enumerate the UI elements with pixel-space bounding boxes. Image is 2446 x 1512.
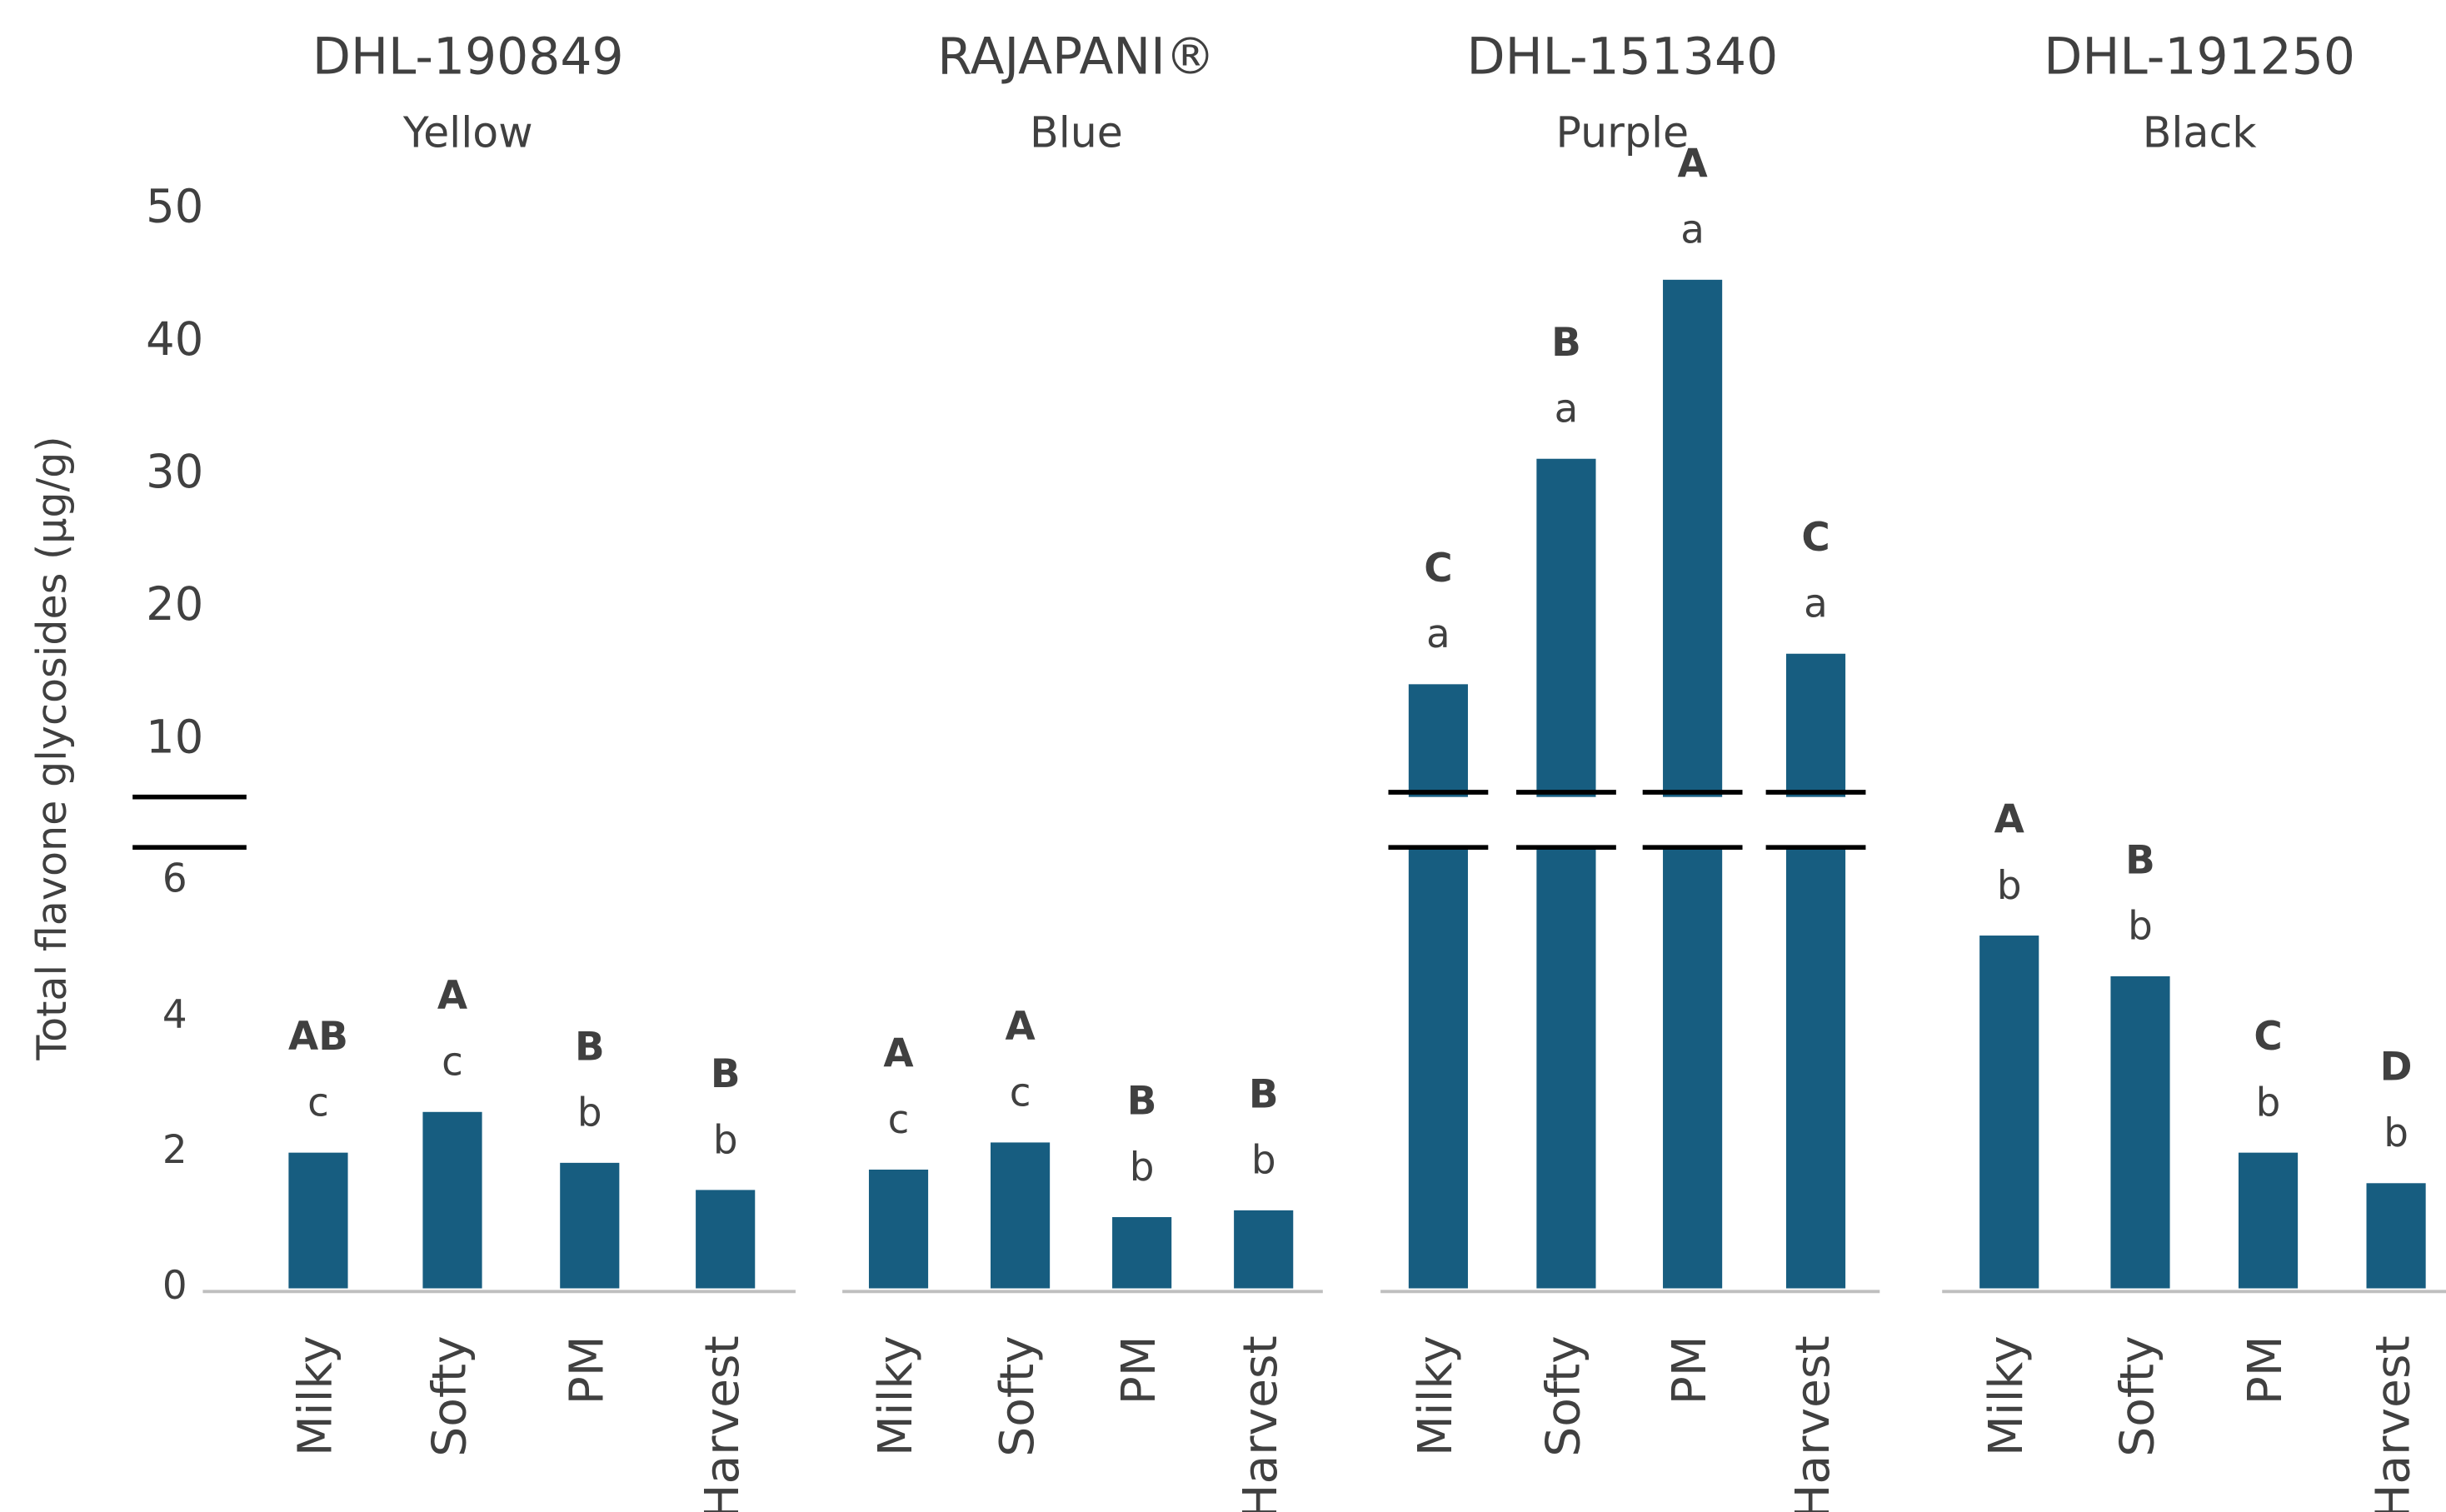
significance-lower: a xyxy=(1426,611,1450,657)
significance-lower: c xyxy=(307,1080,329,1125)
significance-lower: b xyxy=(2384,1110,2409,1156)
x-tick-label: Softy xyxy=(423,1335,477,1456)
y-tick-label: 20 xyxy=(146,577,203,631)
y-tick-label: 6 xyxy=(162,856,187,901)
significance-upper: B xyxy=(575,1024,605,1070)
x-tick-label: Milky xyxy=(869,1335,923,1456)
significance-upper: B xyxy=(1127,1078,1157,1124)
bar xyxy=(422,1111,482,1289)
significance-upper: C xyxy=(1801,515,1830,561)
significance-lower: b xyxy=(2256,1080,2281,1125)
bar xyxy=(560,1162,620,1289)
bar xyxy=(868,1170,929,1289)
bar xyxy=(288,1152,348,1289)
y-tick-label: 30 xyxy=(146,445,203,498)
significance-lower: b xyxy=(577,1090,602,1135)
bar xyxy=(696,1190,756,1289)
bar xyxy=(1234,1210,1294,1289)
significance-upper: B xyxy=(711,1051,741,1097)
panel-title: RAJAPANI® xyxy=(937,27,1215,86)
significance-upper: D xyxy=(2380,1045,2413,1090)
bar xyxy=(2238,1152,2299,1289)
bar xyxy=(1785,653,1846,797)
x-tick-label: Milky xyxy=(1980,1335,2034,1456)
y-axis-label: Total flavone glycosides (µg/g) xyxy=(28,437,76,1061)
significance-lower: b xyxy=(713,1117,738,1163)
significance-lower: c xyxy=(888,1097,910,1143)
y-tick-label: 40 xyxy=(146,312,203,366)
x-tick-label: PM xyxy=(2239,1335,2293,1405)
bar xyxy=(2366,1183,2426,1289)
significance-lower: b xyxy=(1997,863,2022,909)
significance-upper: A xyxy=(1994,796,2025,842)
significance-upper: C xyxy=(1424,546,1452,591)
x-tick-label: PM xyxy=(1663,1335,1717,1405)
x-tick-label: Harvest xyxy=(1234,1335,1288,1512)
panel-subtitle: Yellow xyxy=(402,107,533,157)
x-tick-label: Harvest xyxy=(1786,1335,1840,1512)
x-tick-label: PM xyxy=(561,1335,615,1405)
y-tick-label: 0 xyxy=(162,1263,187,1309)
x-tick-label: Softy xyxy=(1537,1335,1591,1456)
panel-title: DHL-190849 xyxy=(312,27,624,86)
panel-subtitle: Black xyxy=(2143,107,2257,157)
x-tick-label: Softy xyxy=(991,1335,1045,1456)
significance-upper: AB xyxy=(288,1014,348,1060)
bar xyxy=(991,1142,1051,1289)
bar xyxy=(1112,1217,1172,1289)
panel-subtitle: Purple xyxy=(1556,107,1690,157)
y-tick-label: 2 xyxy=(162,1127,187,1173)
bar xyxy=(1663,279,1723,797)
bar xyxy=(2110,976,2170,1289)
significance-upper: A xyxy=(883,1030,914,1076)
x-tick-label: Harvest xyxy=(696,1335,750,1512)
bar xyxy=(1408,847,1468,1289)
x-tick-label: PM xyxy=(1112,1335,1166,1405)
x-tick-label: Milky xyxy=(289,1335,343,1456)
bar xyxy=(1663,847,1723,1289)
bar xyxy=(1785,847,1846,1289)
significance-upper: B xyxy=(1249,1071,1279,1117)
significance-lower: b xyxy=(1251,1138,1276,1184)
y-tick-label: 10 xyxy=(146,710,203,763)
panel-title: DHL-191250 xyxy=(2044,27,2355,86)
significance-lower: b xyxy=(1130,1145,1155,1190)
x-tick-label: Softy xyxy=(2111,1335,2165,1456)
significance-upper: B xyxy=(1551,320,1581,366)
significance-upper: A xyxy=(1005,1004,1036,1050)
bar xyxy=(1979,936,2039,1289)
bar xyxy=(1536,458,1596,797)
significance-upper: B xyxy=(2125,837,2155,883)
x-tick-label: Harvest xyxy=(2367,1335,2421,1512)
y-tick-label: 4 xyxy=(162,991,187,1037)
significance-upper: A xyxy=(437,973,468,1019)
significance-lower: b xyxy=(2128,904,2153,950)
significance-upper: C xyxy=(2254,1014,2282,1060)
significance-lower: a xyxy=(1680,207,1705,252)
x-tick-label: Milky xyxy=(1409,1335,1463,1456)
bar xyxy=(1536,847,1596,1289)
y-tick-label: 50 xyxy=(146,179,203,232)
significance-lower: c xyxy=(1010,1070,1031,1115)
significance-lower: a xyxy=(1555,386,1579,432)
significance-lower: c xyxy=(442,1039,463,1085)
panel-subtitle: Blue xyxy=(1030,107,1123,157)
significance-upper: A xyxy=(1677,141,1708,187)
panel-title: DHL-151340 xyxy=(1466,27,1778,86)
significance-lower: a xyxy=(1804,581,1828,626)
bar xyxy=(1408,684,1468,797)
